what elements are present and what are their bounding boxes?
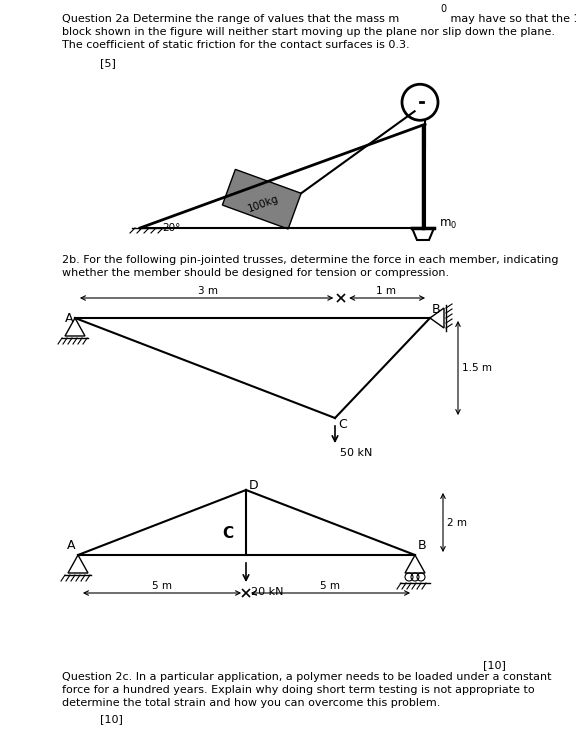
Text: block shown in the figure will neither start moving up the plane nor slip down t: block shown in the figure will neither s… [62, 27, 555, 37]
Text: Question 2c. In a particular application, a polymer needs to be loaded under a c: Question 2c. In a particular application… [62, 672, 551, 682]
Text: [5]: [5] [100, 58, 116, 68]
Polygon shape [405, 555, 425, 573]
Text: [10]: [10] [100, 714, 123, 724]
Text: 5 m: 5 m [152, 581, 172, 591]
Text: 1.5 m: 1.5 m [462, 363, 492, 373]
Text: 1 m: 1 m [376, 286, 396, 296]
Text: [10]: [10] [483, 660, 506, 670]
Text: determine the total strain and how you can overcome this problem.: determine the total strain and how you c… [62, 698, 441, 708]
Polygon shape [65, 318, 85, 336]
Text: whether the member should be designed for tension or compression.: whether the member should be designed fo… [62, 268, 449, 278]
Text: B: B [418, 539, 427, 552]
Text: 100kg: 100kg [247, 194, 280, 214]
Text: 50 kN: 50 kN [340, 448, 372, 458]
Text: C: C [222, 525, 233, 540]
Text: A: A [66, 539, 75, 552]
Text: The coefficient of static friction for the contact surfaces is 0.3.: The coefficient of static friction for t… [62, 40, 410, 50]
Polygon shape [430, 308, 444, 328]
Text: may have so that the 100-kg: may have so that the 100-kg [447, 14, 576, 24]
Text: Question 2a Determine the range of values that the mass m: Question 2a Determine the range of value… [62, 14, 399, 24]
Text: 20 kN: 20 kN [251, 587, 283, 597]
Text: 3 m: 3 m [198, 286, 218, 296]
Text: 20°: 20° [162, 223, 180, 233]
Polygon shape [68, 555, 88, 573]
Text: D: D [249, 479, 259, 492]
Text: 2b. For the following pin-jointed trusses, determine the force in each member, i: 2b. For the following pin-jointed trusse… [62, 255, 559, 265]
Text: 2 m: 2 m [447, 517, 467, 528]
Text: 5 m: 5 m [320, 581, 340, 591]
Polygon shape [222, 169, 301, 229]
Text: B: B [432, 303, 441, 316]
Text: m$_0$: m$_0$ [439, 218, 457, 231]
Text: force for a hundred years. Explain why doing short term testing is not appropria: force for a hundred years. Explain why d… [62, 685, 535, 695]
Text: C: C [338, 418, 347, 431]
Text: A: A [65, 312, 73, 324]
Polygon shape [412, 228, 434, 240]
Text: 0: 0 [440, 4, 446, 14]
